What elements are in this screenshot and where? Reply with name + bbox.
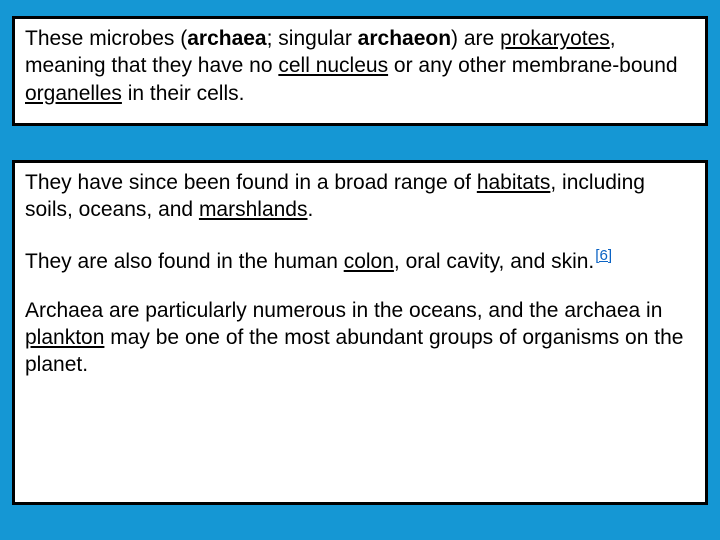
text-seg: in their cells. [122, 82, 245, 105]
term-archaeon: archaeon [358, 27, 451, 50]
link-plankton[interactable]: plankton [25, 326, 104, 349]
text-seg: ) are [451, 27, 500, 50]
term-archaea: archaea [187, 27, 266, 50]
text-seg: They have since been found in a broad ra… [25, 171, 477, 194]
text-seg: These microbes ( [25, 27, 187, 50]
paragraph-1: These microbes (archaea; singular archae… [25, 25, 695, 107]
link-cell-nucleus[interactable]: cell nucleus [278, 54, 388, 77]
text-seg: may be one of the most abundant groups o… [25, 326, 683, 376]
text-seg: They are also found in the human [25, 250, 344, 273]
link-colon[interactable]: colon [344, 250, 394, 273]
text-seg: . [308, 198, 314, 221]
reference-6[interactable]: [6] [594, 247, 612, 264]
link-habitats[interactable]: habitats [477, 171, 551, 194]
info-box-2: They have since been found in a broad ra… [12, 160, 708, 505]
link-organelles[interactable]: organelles [25, 82, 122, 105]
info-box-1: These microbes (archaea; singular archae… [12, 16, 708, 126]
text-seg: Archaea are particularly numerous in the… [25, 299, 662, 322]
link-marshlands[interactable]: marshlands [199, 198, 308, 221]
paragraph-2: They have since been found in a broad ra… [25, 169, 695, 224]
link-prokaryotes[interactable]: prokaryotes [500, 27, 610, 50]
paragraph-3: They are also found in the human colon, … [25, 246, 695, 275]
text-seg: or any other membrane-bound [388, 54, 678, 77]
paragraph-4: Archaea are particularly numerous in the… [25, 297, 695, 379]
text-seg: ; singular [267, 27, 358, 50]
text-seg: , oral cavity, and skin. [394, 250, 594, 273]
